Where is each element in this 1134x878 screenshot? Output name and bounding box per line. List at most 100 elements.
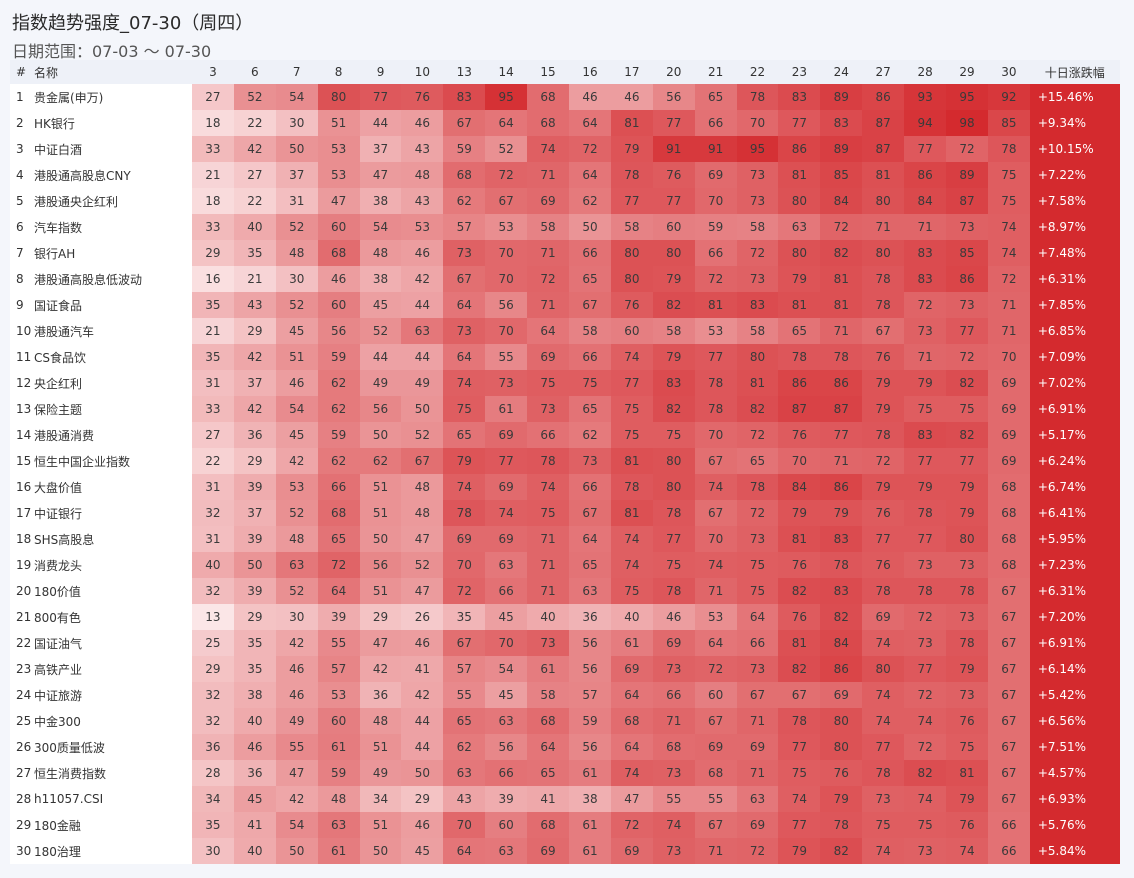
- ten-day-change-cell: +5.17%: [1029, 422, 1120, 448]
- heatmap-cell: 67: [694, 448, 737, 474]
- heatmap-cell: 81: [778, 526, 821, 552]
- heatmap-cell: 80: [862, 656, 905, 682]
- heatmap-cell: 58: [569, 318, 611, 344]
- heatmap-cell: 79: [862, 474, 905, 500]
- heatmap-cell: 86: [904, 162, 947, 188]
- heatmap-cell: 79: [443, 448, 486, 474]
- heatmap-cell: 72: [694, 266, 737, 292]
- row-rank: 4: [10, 162, 32, 188]
- heatmap-cell: 74: [862, 630, 905, 656]
- trend-strength-heatmap: # 名称 3 6 7 8 9 10 13 14 15 16 17 20 21 22 23 24 27 28 29 30…: [10, 60, 1120, 864]
- heatmap-cell: 46: [275, 656, 318, 682]
- heatmap-cell: 80: [736, 344, 779, 370]
- row-index-name: 央企红利: [32, 370, 192, 396]
- heatmap-cell: 71: [820, 448, 863, 474]
- table-row: 6 汽车指数 33 40 52 60 54 53 57 53 58 50 58 60 59 58 63 72 71 7…: [10, 214, 1120, 240]
- heatmap-cell: 72: [987, 266, 1030, 292]
- heatmap-cell: 76: [946, 812, 988, 838]
- heatmap-cell: 39: [317, 604, 360, 630]
- row-index-name: 港股通高股息低波动: [32, 266, 192, 292]
- ten-day-change-cell: +6.91%: [1029, 630, 1120, 656]
- heatmap-cell: 34: [192, 786, 234, 812]
- heatmap-cell: 44: [401, 708, 444, 734]
- heatmap-cell: 73: [946, 292, 988, 318]
- heatmap-cell: 43: [401, 136, 444, 162]
- heatmap-cell: 83: [443, 84, 486, 110]
- heatmap-cell: 61: [317, 838, 360, 864]
- heatmap-cell: 75: [527, 500, 570, 526]
- heatmap-cell: 31: [192, 474, 234, 500]
- heatmap-cell: 78: [862, 266, 905, 292]
- col-header-day: 30: [987, 60, 1030, 84]
- heatmap-cell: 74: [485, 500, 528, 526]
- heatmap-cell: 78: [736, 474, 779, 500]
- row-index-name: 恒生消费指数: [32, 760, 192, 786]
- heatmap-cell: 89: [820, 84, 863, 110]
- row-rank: 28: [10, 786, 32, 812]
- heatmap-cell: 84: [904, 188, 947, 214]
- heatmap-cell: 85: [987, 110, 1030, 136]
- heatmap-cell: 50: [275, 136, 318, 162]
- col-header-day: 24: [820, 60, 863, 84]
- heatmap-cell: 45: [359, 292, 402, 318]
- heatmap-cell: 63: [569, 578, 611, 604]
- heatmap-cell: 67: [987, 656, 1030, 682]
- heatmap-cell: 59: [317, 344, 360, 370]
- heatmap-cell: 58: [527, 682, 570, 708]
- heatmap-cell: 48: [401, 474, 444, 500]
- row-index-name: 中证旅游: [32, 682, 192, 708]
- heatmap-cell: 68: [443, 162, 486, 188]
- ten-day-change-cell: +7.20%: [1029, 604, 1120, 630]
- ten-day-change-cell: +6.31%: [1029, 266, 1120, 292]
- heatmap-cell: 73: [904, 318, 947, 344]
- heatmap-cell: 56: [359, 396, 402, 422]
- heatmap-cell: 37: [359, 136, 402, 162]
- heatmap-cell: 75: [610, 396, 653, 422]
- heatmap-cell: 25: [192, 630, 234, 656]
- heatmap-cell: 71: [694, 838, 737, 864]
- heatmap-cell: 79: [862, 370, 905, 396]
- table-row: 30 180治理 30 40 50 61 50 45 64 63 69 61 69 73 71 72 79 82 7…: [10, 838, 1120, 864]
- heatmap-cell: 72: [820, 214, 863, 240]
- ten-day-change-cell: +6.31%: [1029, 578, 1120, 604]
- heatmap-cell: 72: [904, 292, 947, 318]
- heatmap-cell: 35: [192, 812, 234, 838]
- heatmap-cell: 83: [820, 578, 863, 604]
- heatmap-cell: 40: [233, 708, 276, 734]
- heatmap-cell: 42: [401, 266, 444, 292]
- heatmap-cell: 72: [443, 578, 486, 604]
- heatmap-cell: 40: [527, 604, 570, 630]
- row-index-name: 中证白酒: [32, 136, 192, 162]
- heatmap-cell: 85: [946, 240, 988, 266]
- heatmap-cell: 44: [401, 292, 444, 318]
- heatmap-cell: 71: [736, 760, 779, 786]
- heatmap-cell: 80: [778, 240, 821, 266]
- heatmap-cell: 78: [862, 292, 905, 318]
- col-header-change: 十日涨跌幅: [1029, 60, 1120, 84]
- heatmap-cell: 72: [904, 604, 947, 630]
- heatmap-cell: 63: [401, 318, 444, 344]
- heatmap-cell: 65: [569, 552, 611, 578]
- heatmap-cell: 56: [569, 656, 611, 682]
- heatmap-cell: 81: [820, 292, 863, 318]
- heatmap-cell: 85: [820, 162, 863, 188]
- heatmap-cell: 69: [610, 838, 653, 864]
- heatmap-cell: 77: [946, 448, 988, 474]
- row-index-name: 高铁产业: [32, 656, 192, 682]
- heatmap-cell: 42: [275, 448, 318, 474]
- table-row: 19 消费龙头 40 50 63 72 56 52 70 63 71 65 74 75 74 75 76 78 76…: [10, 552, 1120, 578]
- row-index-name: 中金300: [32, 708, 192, 734]
- row-rank: 7: [10, 240, 32, 266]
- heatmap-cell: 79: [820, 786, 863, 812]
- row-index-name: 港股通央企红利: [32, 188, 192, 214]
- heatmap-cell: 29: [233, 604, 276, 630]
- heatmap-cell: 21: [192, 318, 234, 344]
- heatmap-cell: 78: [652, 578, 695, 604]
- table-row: 17 中证银行 32 37 52 68 51 48 78 74 75 67 81 78 67 72 79 79 76…: [10, 500, 1120, 526]
- heatmap-cell: 82: [820, 604, 863, 630]
- row-rank: 30: [10, 838, 32, 864]
- heatmap-cell: 80: [946, 526, 988, 552]
- heatmap-cell: 86: [778, 370, 821, 396]
- heatmap-cell: 32: [192, 500, 234, 526]
- heatmap-cell: 81: [694, 292, 737, 318]
